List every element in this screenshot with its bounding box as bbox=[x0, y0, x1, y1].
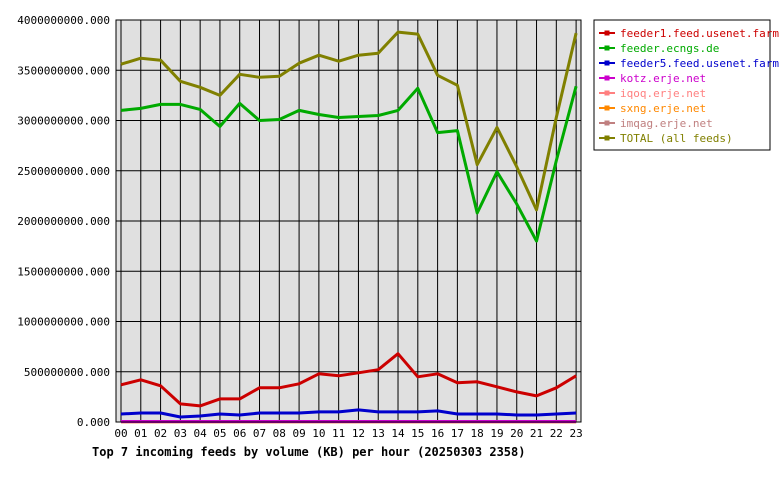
legend-label: sxng.erje.net bbox=[620, 102, 706, 115]
y-tick-label: 1500000000.000 bbox=[17, 265, 110, 278]
legend-marker bbox=[604, 135, 610, 141]
legend-item: imqag.erje.net bbox=[599, 117, 713, 130]
x-tick-label: 09 bbox=[292, 427, 305, 440]
x-tick-label: 08 bbox=[273, 427, 286, 440]
series-line-feeder1-feed-usenet-farm bbox=[120, 352, 577, 408]
x-tick-label: 10 bbox=[312, 427, 325, 440]
x-tick-label: 16 bbox=[431, 427, 444, 440]
x-tick-label: 02 bbox=[154, 427, 167, 440]
y-tick-label: 0.000 bbox=[77, 416, 110, 429]
legend-marker bbox=[604, 90, 610, 96]
y-tick-label: 3500000000.000 bbox=[17, 64, 110, 77]
legend-label: feeder.ecngs.de bbox=[620, 42, 719, 55]
chart-title: Top 7 incoming feeds by volume (KB) per … bbox=[92, 445, 525, 459]
y-tick-label: 2500000000.000 bbox=[17, 165, 110, 178]
x-tick-label: 05 bbox=[213, 427, 226, 440]
series-line-feeder5-feed-usenet-farm bbox=[120, 408, 577, 419]
y-tick-label: 1000000000.000 bbox=[17, 316, 110, 329]
x-tick-label: 17 bbox=[451, 427, 464, 440]
x-tick-label: 23 bbox=[569, 427, 582, 440]
legend-item: feeder.ecngs.de bbox=[599, 42, 719, 55]
y-axis-ticks: 0.000 500000000.000 1000000000.000 15000000… bbox=[17, 14, 110, 429]
plot-frame bbox=[115, 19, 582, 423]
legend-marker bbox=[604, 105, 610, 111]
x-tick-label: 11 bbox=[332, 427, 345, 440]
legend-label: iqoq.erje.net bbox=[620, 87, 706, 100]
x-tick-label: 13 bbox=[372, 427, 385, 440]
y-tick-label: 3000000000.000 bbox=[17, 115, 110, 128]
legend-label: feeder5.feed.usenet.farm bbox=[620, 57, 779, 70]
x-tick-label: 21 bbox=[530, 427, 543, 440]
legend-box bbox=[593, 19, 771, 151]
series-line-feeder-ecngs-de bbox=[120, 85, 578, 243]
legend-marker bbox=[604, 45, 610, 51]
x-tick-label: 14 bbox=[391, 427, 405, 440]
y-tick-label: 4000000000.000 bbox=[17, 14, 110, 27]
legend: feeder1.feed.usenet.farm feeder.ecngs.de f… bbox=[593, 19, 779, 151]
legend-marker bbox=[604, 60, 610, 66]
x-tick-label: 12 bbox=[352, 427, 365, 440]
legend-marker bbox=[604, 120, 610, 126]
legend-label: feeder1.feed.usenet.farm bbox=[620, 27, 779, 40]
x-tick-label: 07 bbox=[253, 427, 266, 440]
x-tick-label: 06 bbox=[233, 427, 246, 440]
legend-item: kotz.erje.net bbox=[599, 72, 706, 85]
series-line-total-all-feeds- bbox=[120, 30, 578, 212]
legend-label: kotz.erje.net bbox=[620, 72, 706, 85]
x-tick-label: 15 bbox=[411, 427, 424, 440]
legend-label: imqag.erje.net bbox=[620, 117, 713, 130]
legend-label: TOTAL (all feeds) bbox=[620, 132, 733, 145]
y-tick-label: 500000000.000 bbox=[24, 366, 110, 379]
legend-item: feeder1.feed.usenet.farm bbox=[599, 27, 779, 40]
x-axis-ticks: 00 01 02 03 04 05 06 07 08 09 10 11 12 13 14 15 16 17 18 19… bbox=[114, 427, 582, 440]
x-tick-label: 01 bbox=[134, 427, 147, 440]
legend-item: TOTAL (all feeds) bbox=[599, 132, 733, 145]
legend-marker bbox=[604, 75, 610, 81]
x-tick-label: 18 bbox=[471, 427, 484, 440]
legend-marker bbox=[604, 30, 610, 36]
x-tick-label: 04 bbox=[194, 427, 208, 440]
legend-item: sxng.erje.net bbox=[599, 102, 706, 115]
x-tick-label: 19 bbox=[490, 427, 503, 440]
x-tick-label: 00 bbox=[114, 427, 127, 440]
y-tick-label: 2000000000.000 bbox=[17, 215, 110, 228]
x-tick-label: 22 bbox=[550, 427, 563, 440]
x-tick-label: 20 bbox=[510, 427, 523, 440]
legend-item: iqoq.erje.net bbox=[599, 87, 706, 100]
x-tick-label: 03 bbox=[174, 427, 187, 440]
legend-item: feeder5.feed.usenet.farm bbox=[599, 57, 779, 70]
